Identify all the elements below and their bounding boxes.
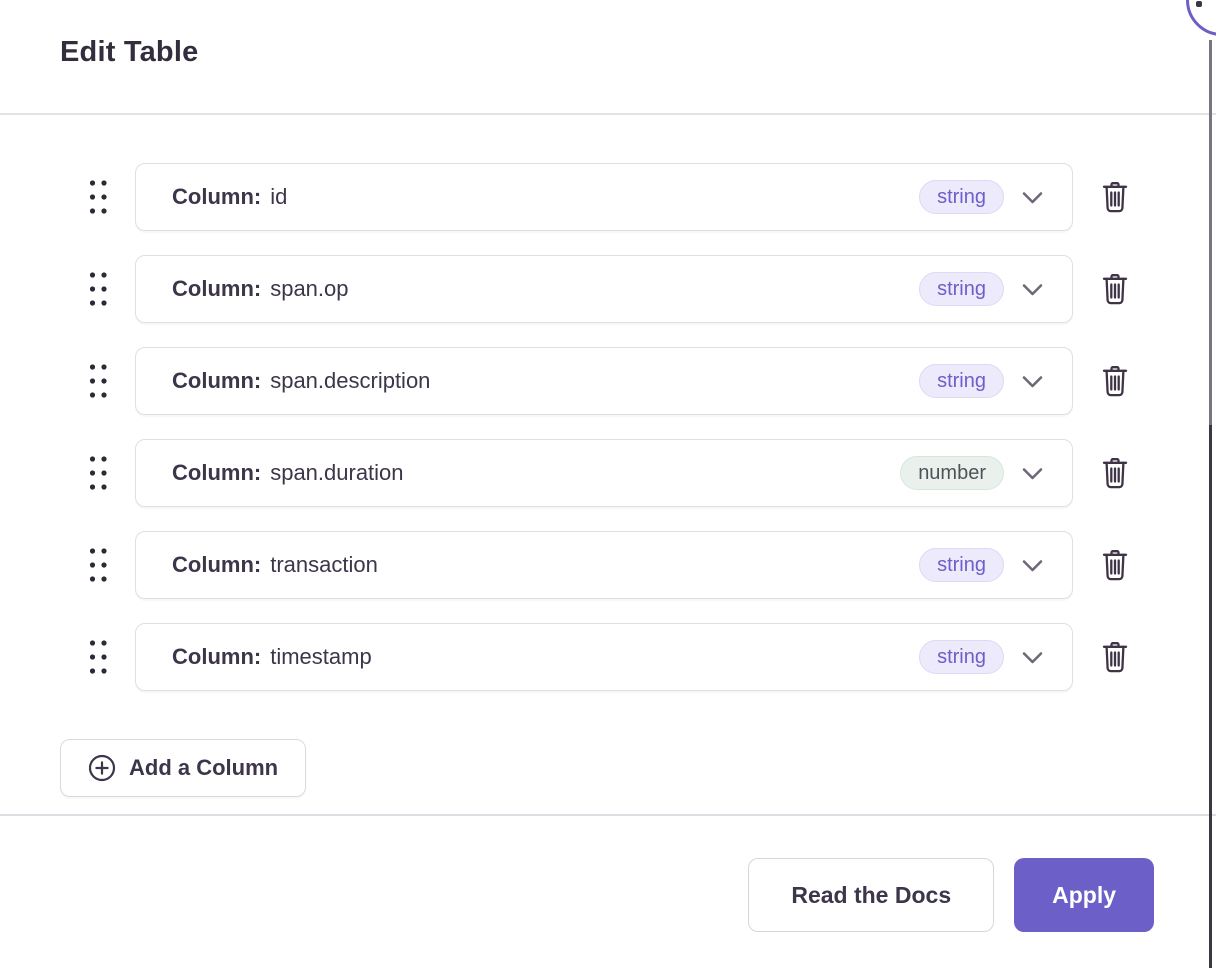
column-field-value: transaction <box>270 552 378 577</box>
chevron-down-icon[interactable] <box>1019 184 1046 211</box>
column-field-card[interactable]: Column: timestamp string <box>135 623 1073 691</box>
trash-icon[interactable] <box>1101 273 1129 305</box>
type-badge[interactable]: string <box>919 272 1004 306</box>
column-field-card[interactable]: Column: span.description string <box>135 347 1073 415</box>
column-field-card[interactable]: Column: id string <box>135 163 1073 231</box>
column-label: Column: <box>172 368 262 393</box>
modal-footer: Read the Docs Apply <box>0 814 1216 968</box>
scrollbar-track[interactable] <box>1209 40 1212 425</box>
scrollbar-thumb[interactable] <box>1209 425 1212 968</box>
modal-header: Edit Table <box>0 0 1216 115</box>
column-field-card[interactable]: Column: transaction string <box>135 531 1073 599</box>
column-field-value: span.op <box>270 276 349 301</box>
trash-icon[interactable] <box>1101 549 1129 581</box>
add-column-button[interactable]: Add a Column <box>60 739 307 797</box>
column-label: Column: <box>172 644 262 669</box>
type-badge[interactable]: number <box>900 456 1004 490</box>
chevron-down-icon[interactable] <box>1019 276 1046 303</box>
help-glyph-fragment <box>1196 1 1202 7</box>
column-field-value: span.description <box>270 368 431 393</box>
type-badge[interactable]: string <box>919 364 1004 398</box>
column-label: Column: <box>172 552 262 577</box>
page-title: Edit Table <box>60 36 199 68</box>
column-label: Column: <box>172 184 262 209</box>
column-field-value: span.duration <box>270 460 404 485</box>
column-list: Column: id string <box>0 163 1216 691</box>
trash-icon[interactable] <box>1101 365 1129 397</box>
column-field-card[interactable]: Column: span.op string <box>135 255 1073 323</box>
drag-handle-icon[interactable] <box>89 547 107 583</box>
table-row: Column: span.duration number <box>0 439 1216 507</box>
drag-handle-icon[interactable] <box>89 271 107 307</box>
type-badge[interactable]: string <box>919 640 1004 674</box>
trash-icon[interactable] <box>1101 181 1129 213</box>
chevron-down-icon[interactable] <box>1019 552 1046 579</box>
add-column-label: Add a Column <box>129 755 279 780</box>
chevron-down-icon[interactable] <box>1019 368 1046 395</box>
column-label: Column: <box>172 276 262 301</box>
table-row: Column: timestamp string <box>0 623 1216 691</box>
type-badge[interactable]: string <box>919 180 1004 214</box>
plus-circle-icon <box>88 754 116 782</box>
column-field-card[interactable]: Column: span.duration number <box>135 439 1073 507</box>
apply-button[interactable]: Apply <box>1014 858 1154 932</box>
drag-handle-icon[interactable] <box>89 363 107 399</box>
column-label: Column: <box>172 460 262 485</box>
drag-handle-icon[interactable] <box>89 639 107 675</box>
trash-icon[interactable] <box>1101 641 1129 673</box>
type-badge[interactable]: string <box>919 548 1004 582</box>
trash-icon[interactable] <box>1101 457 1129 489</box>
table-row: Column: span.description string <box>0 347 1216 415</box>
table-row: Column: span.op string <box>0 255 1216 323</box>
column-field-value: id <box>270 184 288 209</box>
drag-handle-icon[interactable] <box>89 179 107 215</box>
modal-body: Column: id string <box>0 115 1216 797</box>
drag-handle-icon[interactable] <box>89 455 107 491</box>
column-field-value: timestamp <box>270 644 372 669</box>
table-row: Column: transaction string <box>0 531 1216 599</box>
chevron-down-icon[interactable] <box>1019 644 1046 671</box>
table-row: Column: id string <box>0 163 1216 231</box>
read-docs-button[interactable]: Read the Docs <box>748 858 995 932</box>
chevron-down-icon[interactable] <box>1019 460 1046 487</box>
